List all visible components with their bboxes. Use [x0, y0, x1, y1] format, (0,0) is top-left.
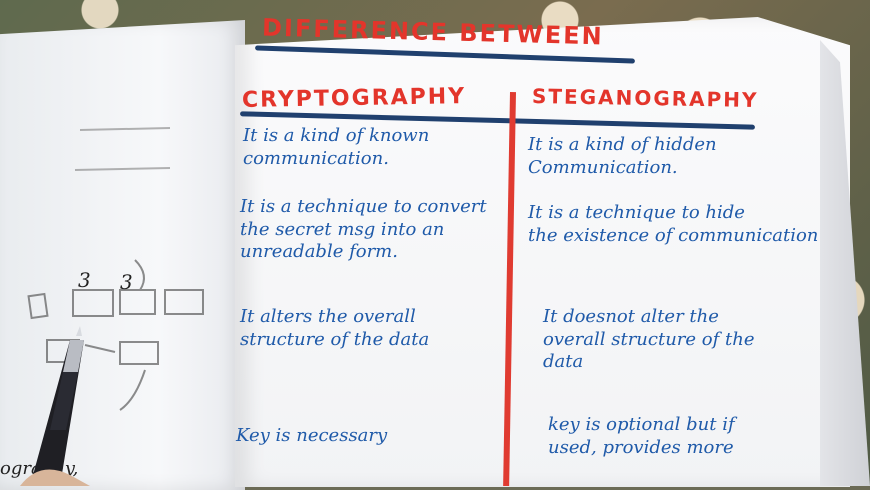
row-2-steganography: It is a technique to hide the existence … — [528, 202, 819, 246]
pen-icon — [20, 326, 90, 486]
row-3-cryptography: It alters the overall structure of the d… — [240, 306, 430, 350]
row-4-steganography: key is optional but if used, provides mo… — [548, 414, 735, 458]
left-fragment-number-2: 3 — [120, 270, 133, 294]
row-4-cryptography: Key is necessary — [236, 425, 388, 446]
row-2-cryptography: It is a technique to convert the secret … — [240, 196, 487, 262]
row-1-steganography: It is a kind of hidden Communication. — [528, 134, 717, 178]
column-header-cryptography: CRYPTOGRAPHY — [241, 84, 467, 113]
right-notebook-page — [235, 17, 850, 487]
row-3-steganography: It doesnot alter the overall structure o… — [543, 306, 755, 372]
column-header-steganography: STEGANOGRAPHY — [531, 84, 759, 112]
left-fragment-number-1: 3 — [78, 268, 91, 292]
row-1-cryptography: It is a kind of known communication. — [243, 125, 430, 169]
left-notebook-page: 3 3 ography, — [0, 20, 245, 490]
